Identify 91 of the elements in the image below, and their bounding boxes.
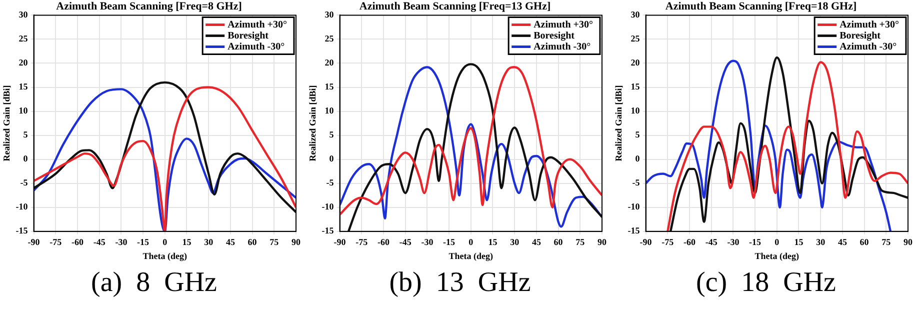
- x-tick-label: 60: [248, 237, 258, 248]
- x-tick-label: 30: [510, 237, 520, 248]
- y-tick-label: -15: [322, 226, 334, 236]
- text: (b) 13 GHz: [389, 266, 531, 300]
- x-tick-label: 0: [162, 237, 168, 248]
- y-tick-label: 30: [18, 10, 28, 20]
- x-tick-label: 15: [488, 237, 498, 248]
- x-tick-label: -15: [137, 237, 150, 248]
- x-tick-label: -90: [334, 237, 346, 248]
- x-tick-label: -90: [28, 237, 40, 248]
- chart-title: Azimuth Beam Scanning [Freq=8 GHz]: [56, 0, 242, 12]
- chart-title: Azimuth Beam Scanning [Freq=13 GHz]: [359, 0, 551, 12]
- x-tick-label: 30: [816, 237, 826, 248]
- y-tick-label: -10: [322, 202, 334, 212]
- y-tick-label: -10: [16, 202, 28, 212]
- legend-label: Azimuth -30°: [228, 41, 285, 52]
- y-tick-label: 0: [329, 154, 334, 164]
- y-tick-label: 15: [630, 82, 640, 92]
- x-tick-label: 0: [774, 237, 780, 248]
- y-axis-title: Realized Gain [dBi]: [2, 85, 12, 162]
- y-tick-label: 25: [324, 34, 334, 44]
- legend-label: Boresight: [840, 30, 882, 42]
- x-tick-label: 45: [838, 237, 848, 248]
- x-tick-label: 60: [554, 237, 564, 248]
- x-tick-label: -30: [421, 237, 434, 248]
- y-tick-label: 10: [630, 106, 640, 116]
- x-tick-label: 30: [204, 237, 214, 248]
- y-tick-label: 15: [324, 82, 334, 92]
- x-tick-label: 90: [904, 237, 913, 248]
- y-tick-label: 5: [23, 130, 28, 140]
- x-tick-label: 15: [794, 237, 804, 248]
- x-tick-label: -75: [356, 237, 368, 248]
- x-tick-label: -45: [705, 237, 718, 248]
- legend-label: Azimuth -30°: [534, 41, 591, 52]
- x-tick-label: -60: [378, 237, 390, 248]
- x-tick-label: -60: [684, 237, 696, 248]
- y-axis-title: Realized Gain [dBi]: [308, 85, 318, 162]
- legend-label: Boresight: [534, 30, 576, 42]
- y-tick-label: 15: [18, 82, 28, 92]
- text: (a) 8 GHz: [91, 266, 217, 300]
- legend-label: Azimuth +30°: [534, 19, 594, 30]
- x-tick-label: -30: [727, 237, 740, 248]
- x-tick-label: 0: [468, 237, 474, 248]
- x-axis-title: Theta (deg): [142, 250, 188, 261]
- y-tick-label: 20: [630, 58, 640, 68]
- x-tick-label: 90: [292, 237, 301, 248]
- x-tick-label: 45: [226, 237, 236, 248]
- y-tick-label: 10: [324, 106, 334, 116]
- x-axis-title: Theta (deg): [754, 250, 800, 261]
- x-tick-label: -30: [115, 237, 128, 248]
- y-tick-label: 20: [324, 58, 334, 68]
- legend-label: Azimuth +30°: [840, 19, 900, 30]
- x-tick-label: 75: [882, 237, 892, 248]
- chart-title: Azimuth Beam Scanning [Freq=18 GHz]: [665, 0, 857, 12]
- legend-label: Boresight: [228, 30, 270, 42]
- y-tick-label: 5: [635, 130, 640, 140]
- x-tick-label: -90: [640, 237, 652, 248]
- x-tick-label: -75: [662, 237, 674, 248]
- y-tick-label: -5: [632, 178, 640, 188]
- x-axis-title: Theta (deg): [448, 250, 494, 261]
- y-tick-label: 10: [18, 106, 28, 116]
- x-tick-label: 75: [576, 237, 586, 248]
- y-tick-label: 5: [329, 130, 334, 140]
- y-tick-label: 20: [18, 58, 28, 68]
- x-tick-label: 90: [598, 237, 607, 248]
- x-tick-label: -75: [50, 237, 62, 248]
- y-tick-label: -15: [16, 226, 28, 236]
- y-tick-label: -15: [628, 226, 640, 236]
- y-axis-title: Realized Gain [dBi]: [614, 85, 624, 162]
- x-tick-label: 15: [182, 237, 192, 248]
- x-tick-label: 75: [270, 237, 280, 248]
- x-tick-label: -45: [399, 237, 412, 248]
- text: (c) 18 GHz: [696, 266, 836, 300]
- x-tick-label: -15: [749, 237, 762, 248]
- y-tick-label: 25: [18, 34, 28, 44]
- y-tick-label: 30: [630, 10, 640, 20]
- y-tick-label: -10: [628, 202, 640, 212]
- y-tick-label: 0: [635, 154, 640, 164]
- y-tick-label: 25: [630, 34, 640, 44]
- line-series: [34, 81, 296, 214]
- legend-label: Azimuth +30°: [228, 19, 288, 30]
- x-tick-label: -60: [72, 237, 84, 248]
- x-tick-label: 45: [532, 237, 542, 248]
- y-tick-label: -5: [326, 178, 334, 188]
- y-tick-label: 0: [23, 154, 28, 164]
- x-tick-label: -45: [93, 237, 106, 248]
- legend-label: Azimuth -30°: [840, 41, 897, 52]
- x-tick-label: 60: [860, 237, 870, 248]
- y-tick-label: -5: [20, 178, 28, 188]
- x-tick-label: -15: [443, 237, 456, 248]
- y-tick-label: 30: [324, 10, 334, 20]
